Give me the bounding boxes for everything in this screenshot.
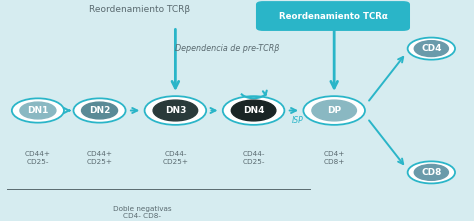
Circle shape [145,96,206,125]
Circle shape [73,98,126,123]
Text: Reordenamiento TCRβ: Reordenamiento TCRβ [89,6,191,14]
FancyBboxPatch shape [256,1,410,31]
Circle shape [303,96,365,125]
Circle shape [20,102,56,119]
Text: DN2: DN2 [89,106,110,115]
Text: CD4: CD4 [421,44,442,53]
Circle shape [153,100,198,121]
Text: Doble negativas
CD4- CD8-: Doble negativas CD4- CD8- [113,206,172,219]
Circle shape [408,38,455,60]
Text: DN4: DN4 [243,106,264,115]
Circle shape [414,41,448,57]
Circle shape [82,102,118,119]
Text: CD4+
CD8+: CD4+ CD8+ [323,151,345,165]
Circle shape [414,164,448,180]
Circle shape [12,98,64,123]
Circle shape [408,161,455,183]
Circle shape [223,96,284,125]
Text: Reordenamiento TCRα: Reordenamiento TCRα [279,11,387,21]
Text: CD44+
CD25-: CD44+ CD25- [25,151,51,165]
Text: Dependencia de pre-TCRβ: Dependencia de pre-TCRβ [175,44,280,53]
Text: CD44-
CD25+: CD44- CD25+ [163,151,188,165]
Text: CD8: CD8 [421,168,441,177]
Text: DN3: DN3 [164,106,186,115]
Circle shape [312,100,356,121]
Text: CD44+
CD25+: CD44+ CD25+ [87,151,112,165]
Text: DN1: DN1 [27,106,49,115]
Circle shape [231,100,276,121]
Text: ISP: ISP [292,116,303,125]
Text: DP: DP [327,106,341,115]
Text: CD44-
CD25-: CD44- CD25- [242,151,265,165]
